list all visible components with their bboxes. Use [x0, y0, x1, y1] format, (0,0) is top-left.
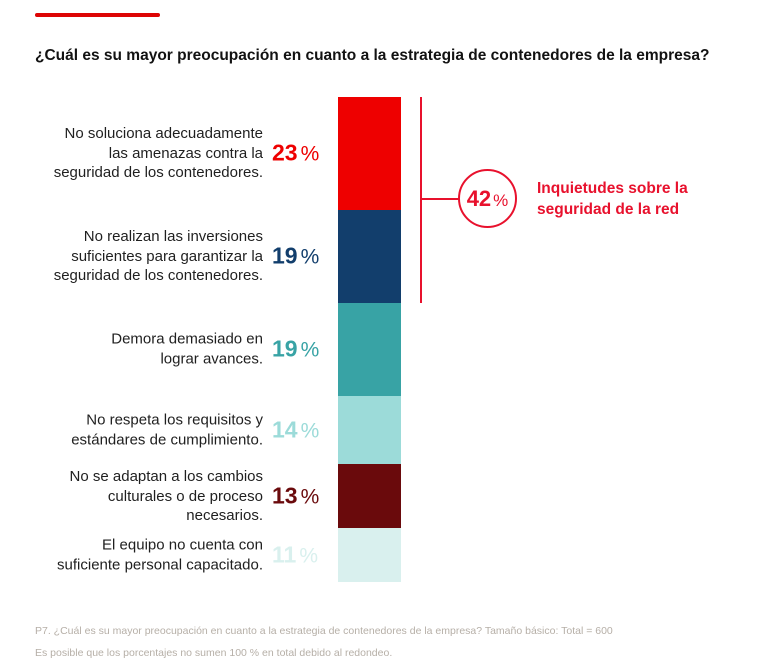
- bar-segment-3: [338, 302, 401, 396]
- footnote-rounding: Es posible que los porcentajes no sumen …: [35, 646, 393, 659]
- bar-segment-6: [338, 528, 401, 582]
- percent-label-5: 13%: [272, 482, 320, 509]
- category-label-6: El equipo no cuenta con suficiente person…: [57, 536, 263, 574]
- callout-value-number: 42: [466, 185, 492, 211]
- callout-connector-line: [421, 198, 459, 200]
- brand-accent-rule: [35, 13, 160, 17]
- footnote-question: P7. ¿Cuál es su mayor preocupación en cu…: [35, 624, 613, 637]
- percent-label-1: 23%: [272, 139, 320, 166]
- callout-value: 42%: [467, 186, 509, 212]
- page-title: ¿Cuál es su mayor preocupación en cuanto…: [35, 47, 710, 65]
- callout-label: Inquietudes sobre la seguridad de la red: [537, 180, 688, 218]
- bar-segment-5: [338, 464, 401, 529]
- callout-circle: 42%: [458, 169, 517, 228]
- bar-segment-2: [338, 209, 401, 303]
- category-label-5: No se adaptan a los cambios culturales o …: [69, 468, 263, 525]
- bar-segment-4: [338, 395, 401, 465]
- percent-label-6: 11%: [272, 541, 319, 568]
- stacked-bar: [338, 97, 401, 582]
- percent-label-4: 14%: [272, 416, 320, 443]
- category-label-3: Demora demasiado en lograr avances.: [111, 330, 263, 368]
- category-label-2: No realizan las inversiones suficientes p…: [53, 227, 263, 284]
- category-label-4: No respeta los requisitos y estándares de…: [71, 411, 263, 449]
- percent-label-2: 19%: [272, 242, 320, 269]
- callout-bracket-line: [420, 97, 422, 303]
- percent-label-3: 19%: [272, 335, 320, 362]
- callout-value-unit: %: [493, 190, 509, 210]
- category-label-1: No soluciona adecuadamente las amenazas c…: [53, 125, 263, 182]
- bar-segment-1: [338, 97, 401, 210]
